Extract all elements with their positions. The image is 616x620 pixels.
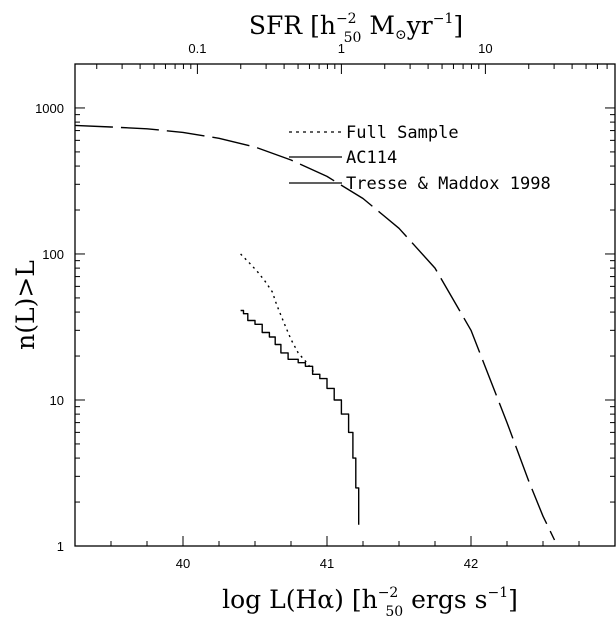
- x-tick-label: 41: [320, 556, 334, 571]
- x-tick-label: 40: [176, 556, 190, 571]
- series-line-ac114: [240, 309, 360, 525]
- x-tick-label: 42: [464, 556, 478, 571]
- plot-frame: [74, 63, 616, 547]
- legend: Full Sample AC114 Tresse & Maddox 1998: [289, 123, 551, 194]
- y-tick-label: 1: [57, 539, 64, 554]
- y-axis-title: n(L)>L: [11, 260, 40, 350]
- top-tick-label: 0.1: [188, 41, 206, 56]
- y-tick-label: 100: [42, 247, 64, 262]
- x-axis-title: log L(Hα) [h−2 50 ergs s−1]: [222, 585, 518, 620]
- legend-label-full-sample: Full Sample: [346, 123, 459, 143]
- series-line-tresse-maddox-1998: [74, 124, 556, 541]
- series-layer: [74, 124, 556, 541]
- y-tick-label: 1000: [35, 101, 64, 116]
- legend-label-tresse-maddox: Tresse & Maddox 1998: [346, 174, 551, 194]
- top-axis-title: SFR [h−2 50 M⊙yr−1]: [249, 11, 463, 46]
- series-line-full-sample: [240, 253, 317, 375]
- top-tick-label: 10: [478, 41, 492, 56]
- top-tick-label: 1: [338, 41, 345, 56]
- legend-label-ac114: AC114: [346, 148, 397, 168]
- y-tick-label: 10: [50, 393, 64, 408]
